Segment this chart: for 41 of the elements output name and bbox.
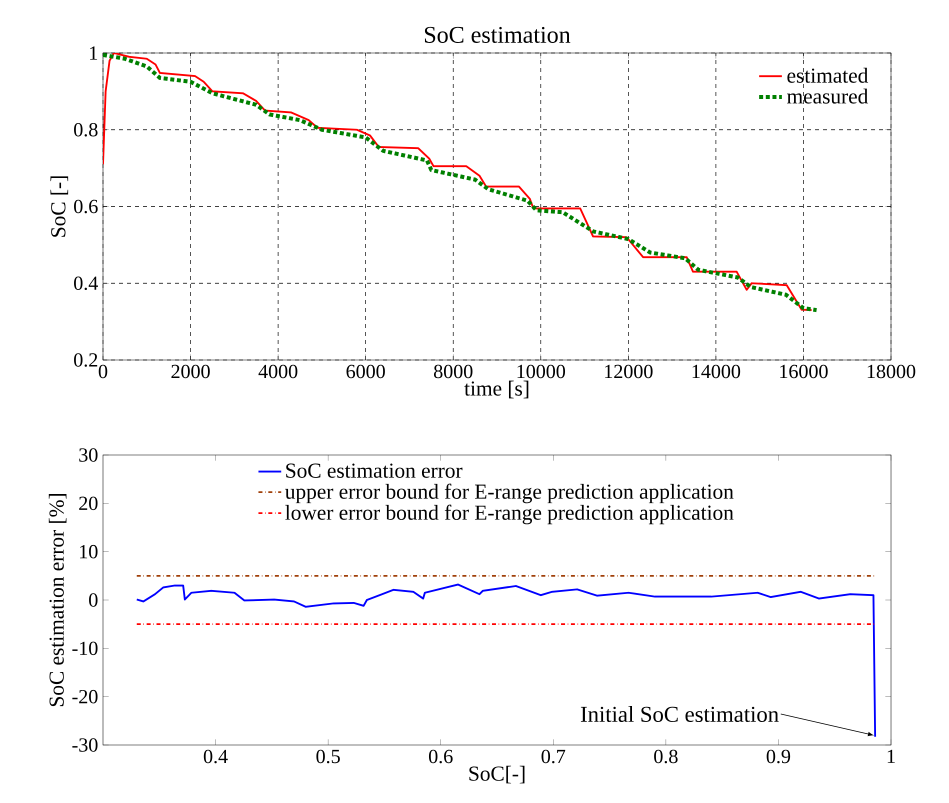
x-tick-label: 12000 (605, 364, 653, 378)
chart-title: SoC estimation (424, 26, 570, 43)
legend-label: upper error bound for E-range prediction application (285, 484, 734, 504)
y-tick-label: -10 (72, 642, 98, 656)
line-series (136, 584, 876, 738)
y-tick-label: 0 (89, 593, 98, 607)
x-axis-title: SoC[-] (469, 766, 524, 784)
y-tick-label: 0.2 (74, 353, 98, 367)
x-tick-label: 0.9 (766, 750, 790, 764)
y-tick-label: 0.6 (74, 200, 98, 214)
x-tick-label: 0.6 (428, 750, 453, 764)
legend-label: estimated (787, 68, 868, 83)
x-tick-label: 0.7 (542, 750, 566, 764)
legend-label: SoC estimation error (286, 464, 462, 478)
x-tick-label: 16000 (780, 364, 828, 378)
legend-label: lower error bound for E-range prediction application (285, 504, 734, 524)
y-tick-label: -20 (72, 690, 98, 704)
y-tick-label: 30 (79, 448, 98, 462)
y-tick-label: 1 (90, 46, 98, 60)
y-tick-label: 0.8 (74, 122, 98, 137)
annotation: Initial SoC estimation (580, 706, 779, 722)
x-tick-label: 0.8 (654, 750, 678, 764)
y-tick-label: -30 (72, 738, 98, 752)
y-axis-title: SoC [-] (50, 176, 68, 237)
x-tick-label: 0 (98, 364, 108, 378)
x-tick-label: 4000 (258, 364, 298, 378)
x-tick-label: 0.5 (316, 750, 340, 764)
x-tick-label: 14000 (692, 364, 740, 378)
y-tick-label: 10 (80, 544, 98, 558)
y-tick-label: 0.4 (74, 276, 98, 290)
x-tick-label: 18000 (868, 364, 916, 378)
legend-label: measured (787, 88, 868, 104)
x-tick-label: 1 (888, 750, 895, 763)
x-tick-label: 6000 (346, 364, 385, 378)
y-tick-label: 20 (79, 496, 98, 510)
x-tick-label: 2000 (171, 364, 210, 378)
x-axis-title: time [s] (464, 380, 528, 398)
y-axis-title: SoC estimation error [%] (48, 494, 66, 706)
x-tick-label: 10000 (518, 364, 566, 378)
x-tick-label: 8000 (434, 364, 472, 378)
x-tick-label: 0.4 (204, 750, 228, 764)
